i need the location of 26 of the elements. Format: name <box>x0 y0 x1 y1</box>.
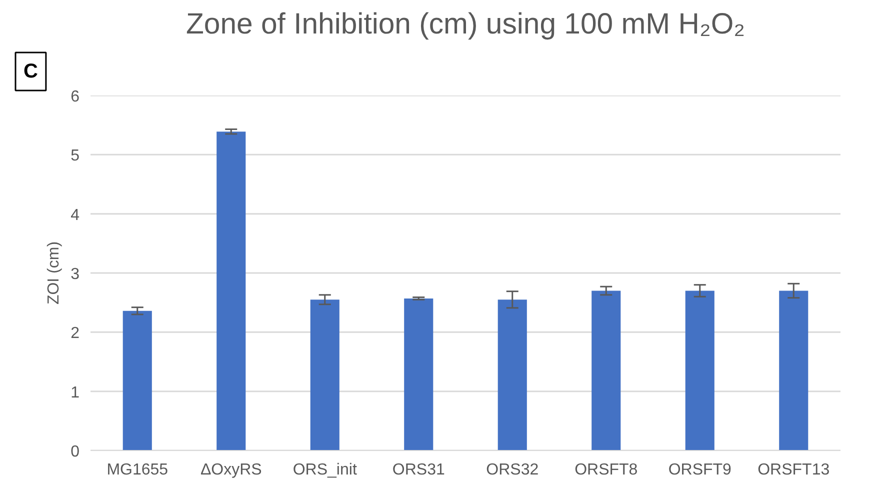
y-tick-label: 6 <box>70 88 80 106</box>
x-tick-label: ORS31 <box>392 462 445 478</box>
y-tick-label: 5 <box>70 148 80 165</box>
bar <box>592 290 621 450</box>
x-tick-label: ORS32 <box>486 462 539 478</box>
bar <box>498 300 527 450</box>
x-tick-label: MG1655 <box>106 462 168 478</box>
bar <box>685 290 714 450</box>
y-tick-label: 2 <box>70 325 80 342</box>
x-tick-label: ORSFT13 <box>758 462 830 478</box>
y-tick-label: 3 <box>70 266 80 283</box>
x-tick-label: ΔOxyRS <box>200 462 262 478</box>
y-tick-label: 4 <box>70 206 80 224</box>
bar <box>404 298 434 450</box>
chart-title: Zone of Inhibition (cm) using 100 mM H₂O₂ <box>186 8 746 40</box>
bar <box>779 290 808 450</box>
x-tick-label: ORS_init <box>292 462 358 478</box>
x-tick-label: ORSFT9 <box>668 462 732 478</box>
text: C <box>24 60 38 82</box>
y-tick-label: 1 <box>70 384 80 402</box>
y-axis-title: ZOI (cm) <box>46 241 63 305</box>
y-tick-label: 0 <box>70 444 80 460</box>
x-tick-label: ORSFT8 <box>574 462 638 478</box>
bar <box>216 132 246 450</box>
bar <box>122 310 152 450</box>
bar <box>310 300 340 450</box>
